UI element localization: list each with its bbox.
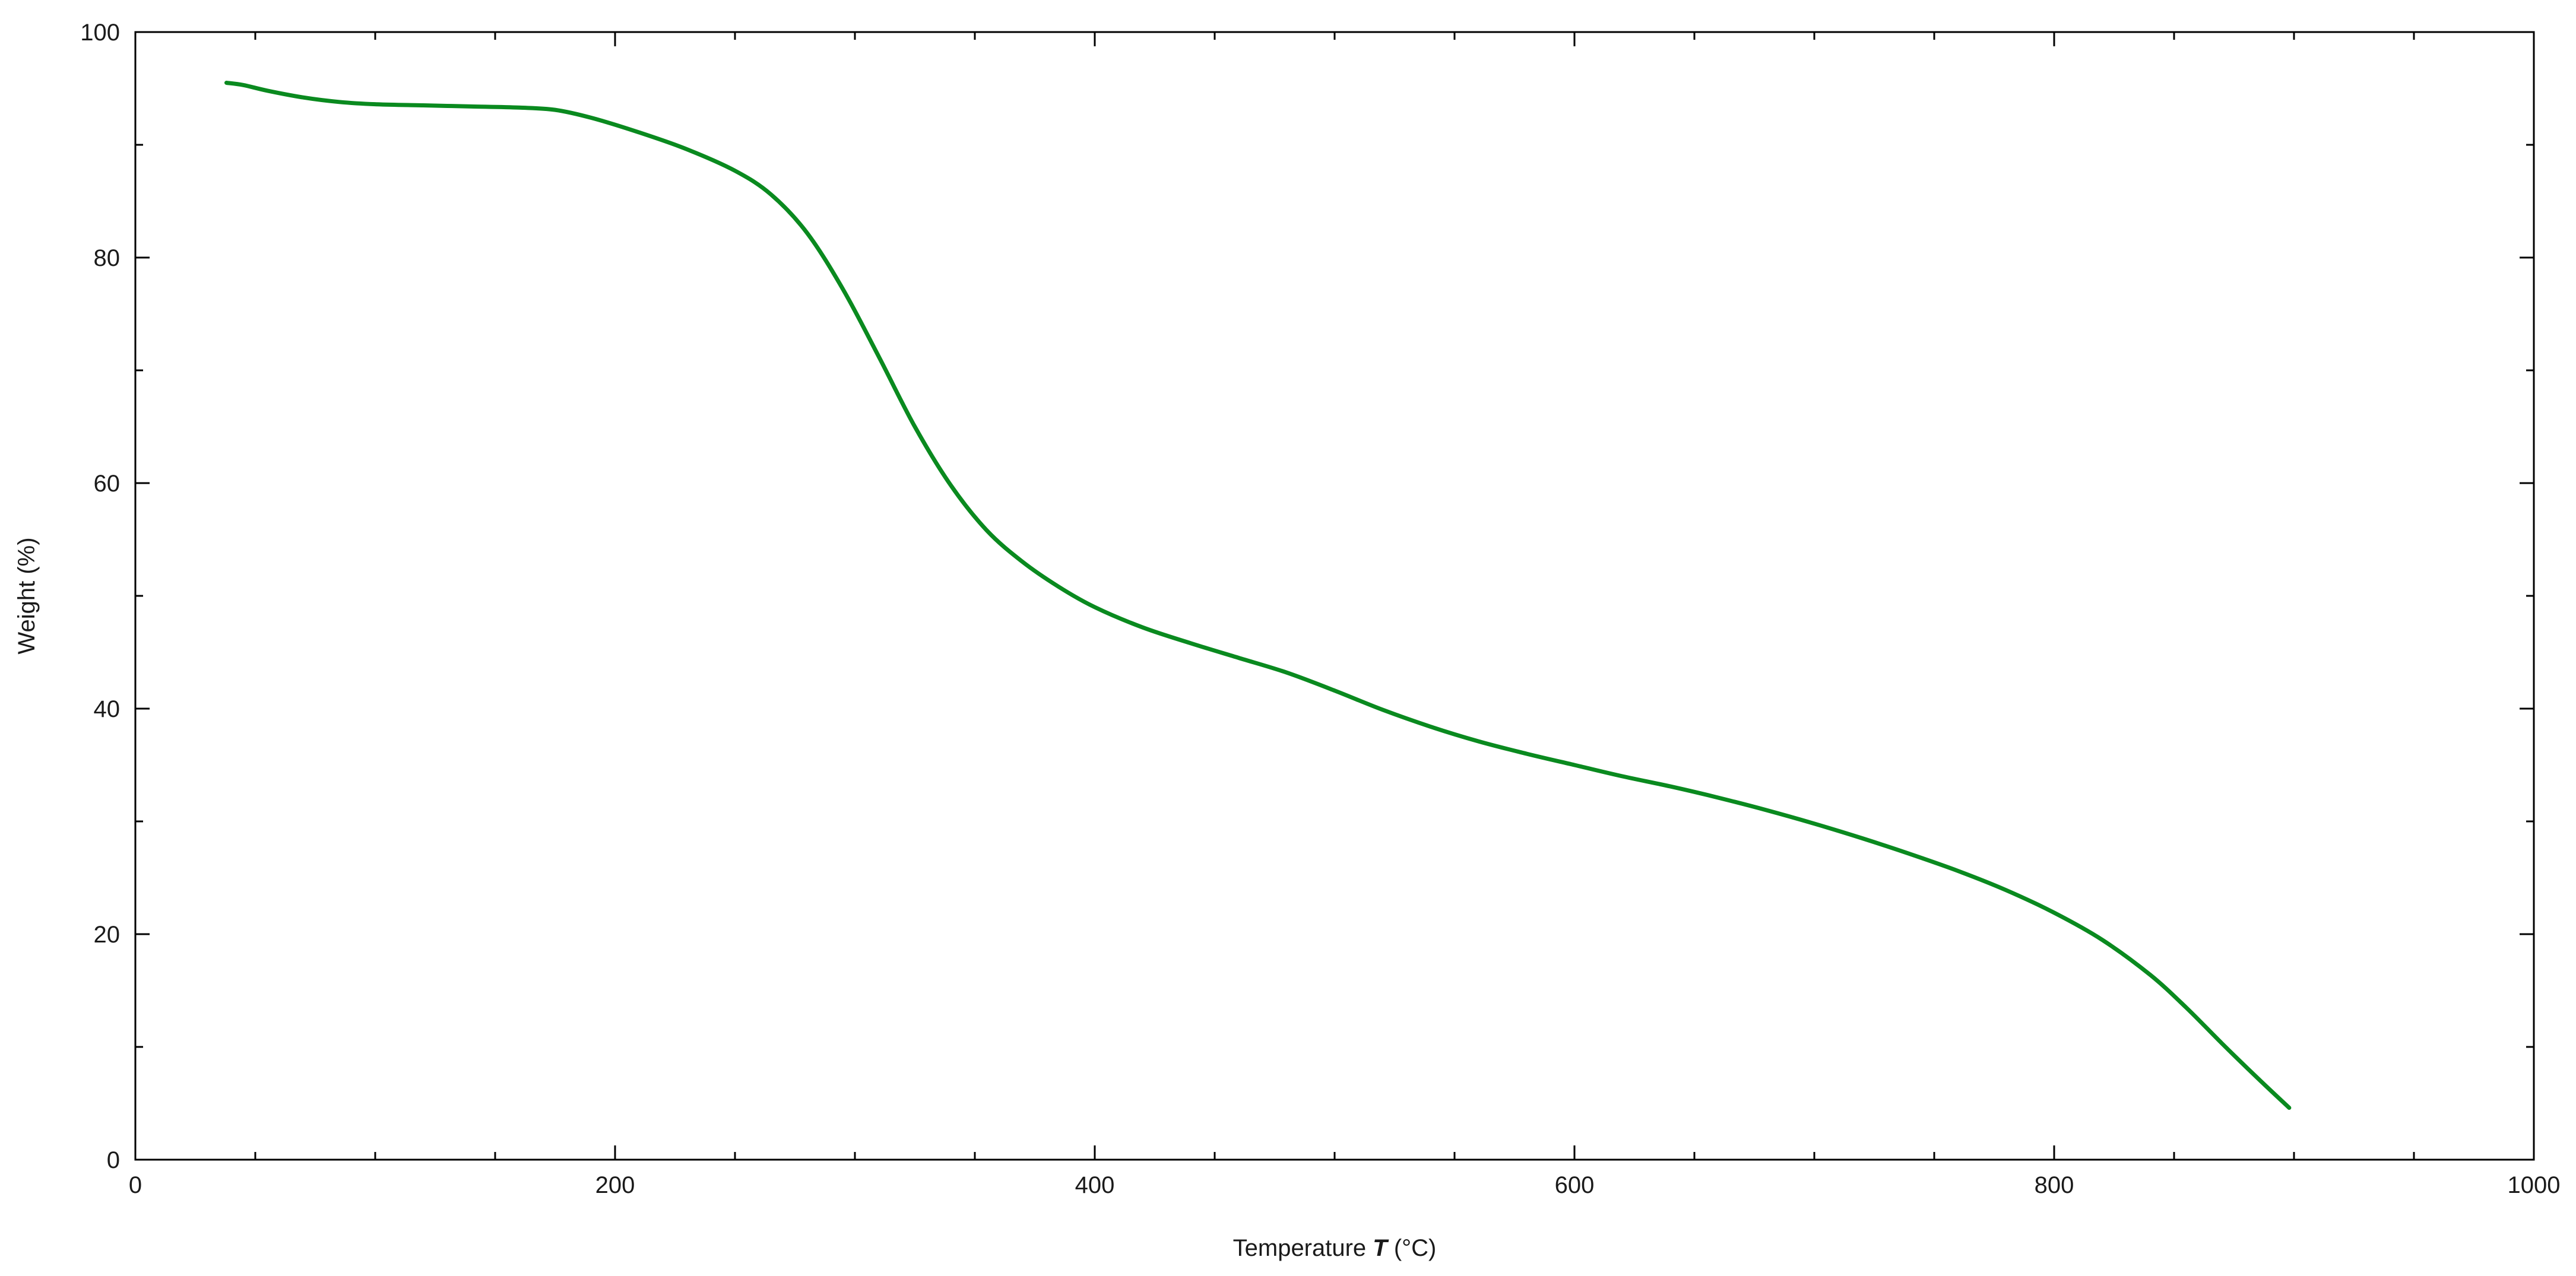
x-tick-label: 0 bbox=[129, 1172, 142, 1198]
y-tick-label: 100 bbox=[80, 20, 120, 46]
x-axis-title-prefix: Temperature bbox=[1233, 1235, 1373, 1261]
y-tick-label: 20 bbox=[94, 922, 121, 948]
y-tick-label: 80 bbox=[94, 245, 121, 271]
y-tick-label: 40 bbox=[94, 696, 121, 722]
y-tick-label: 0 bbox=[107, 1147, 120, 1173]
x-tick-label: 800 bbox=[2035, 1172, 2074, 1198]
x-tick-label: 400 bbox=[1075, 1172, 1115, 1198]
series-layer bbox=[224, 81, 2292, 1110]
x-axis-title: Temperature T (°C) bbox=[1233, 1235, 1437, 1261]
y-axis-title: Weight (%) bbox=[14, 537, 40, 654]
ticks-layer bbox=[134, 31, 2535, 1161]
weight-loss-curve bbox=[224, 81, 2292, 1110]
x-tick-label: 200 bbox=[595, 1172, 635, 1198]
x-tick-label: 600 bbox=[1555, 1172, 1595, 1198]
tick-labels-layer: 0 200 400 600 800 1000 0 20 40 60 80 100 bbox=[80, 20, 2560, 1198]
x-axis-title-suffix: (°C) bbox=[1387, 1235, 1437, 1261]
y-tick-label: 60 bbox=[94, 471, 121, 497]
x-axis-title-symbol: T bbox=[1373, 1235, 1389, 1261]
plot-frame bbox=[134, 31, 2535, 1161]
axes-layer bbox=[134, 31, 2535, 1161]
x-tick-label: 1000 bbox=[2508, 1172, 2561, 1198]
